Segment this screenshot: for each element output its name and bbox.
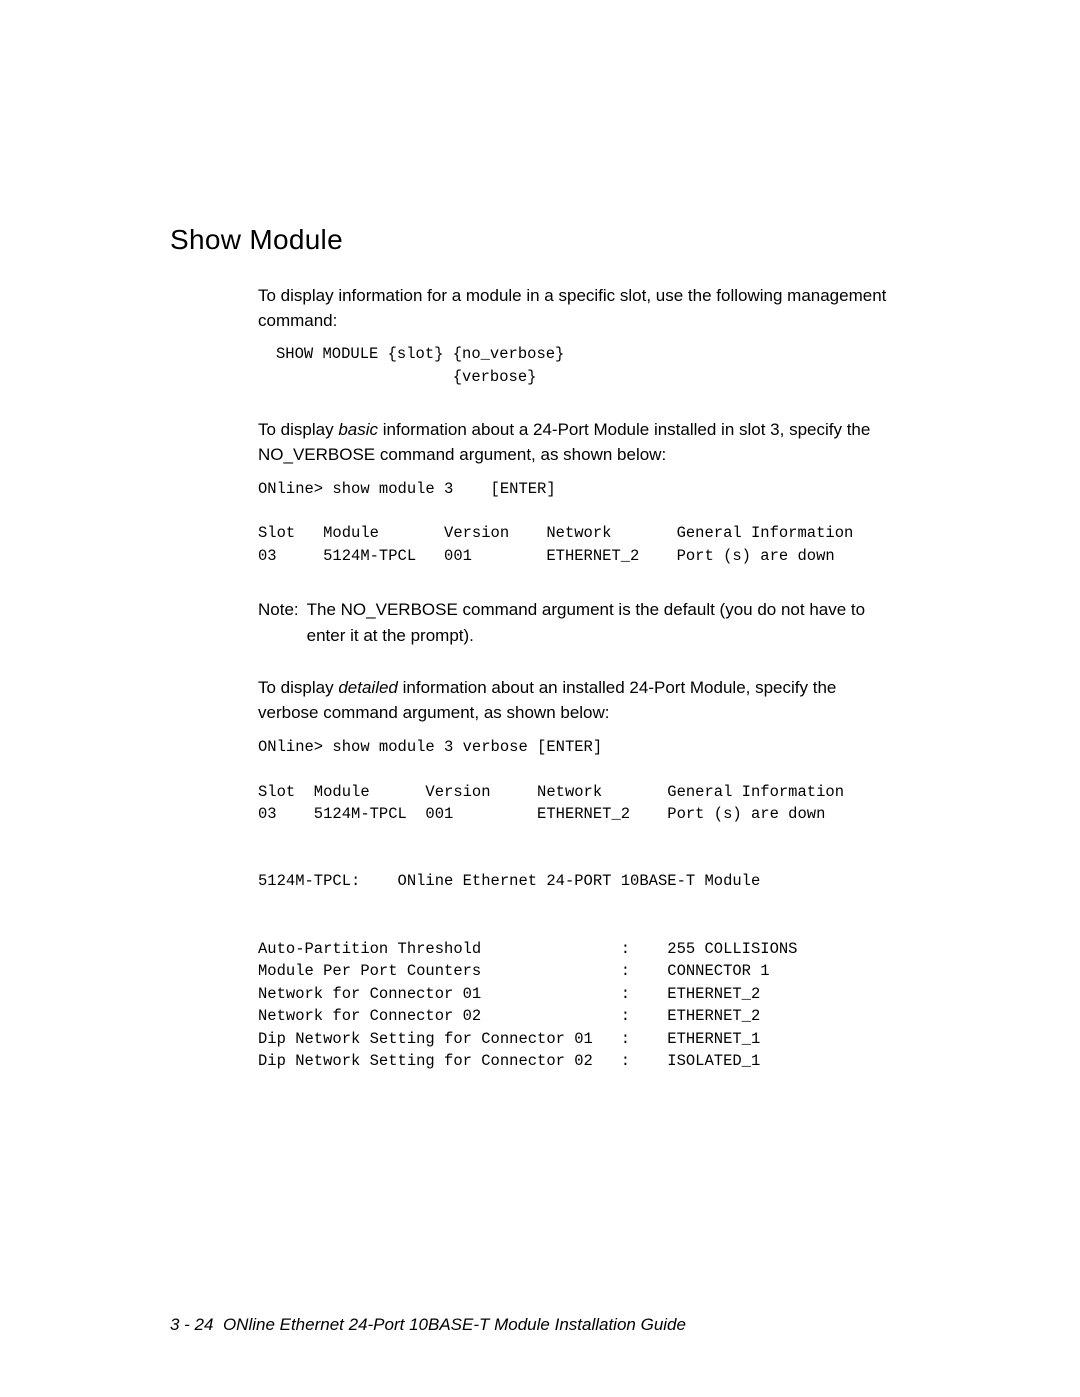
code-noverbose-output: ONline> show module 3 [ENTER] Slot Modul… [258,478,898,568]
paragraph-detailed: To display detailed information about an… [258,676,898,725]
note-label: Note: [258,597,299,648]
paragraph-basic: To display basic information about a 24-… [258,418,898,467]
note-body: The NO_VERBOSE command argument is the d… [307,597,898,648]
text-emphasis: detailed [338,678,398,697]
text-emphasis: basic [338,420,378,439]
footer-doc-title: ONline Ethernet 24-Port 10BASE-T Module … [223,1315,686,1334]
page-footer: 3 - 24 ONline Ethernet 24-Port 10BASE-T … [170,1315,686,1335]
footer-page-number: 3 - 24 [170,1315,213,1334]
text-pre: To display [258,420,338,439]
content-body: To display information for a module in a… [258,284,898,1073]
paragraph-intro: To display information for a module in a… [258,284,898,333]
code-verbose-output: ONline> show module 3 verbose [ENTER] Sl… [258,736,898,1073]
document-page: Show Module To display information for a… [0,0,1080,1397]
note-block: Note: The NO_VERBOSE command argument is… [258,597,898,648]
section-title: Show Module [170,224,910,256]
text-pre: To display [258,678,338,697]
code-syntax: SHOW MODULE {slot} {no_verbose} {verbose… [258,343,898,388]
